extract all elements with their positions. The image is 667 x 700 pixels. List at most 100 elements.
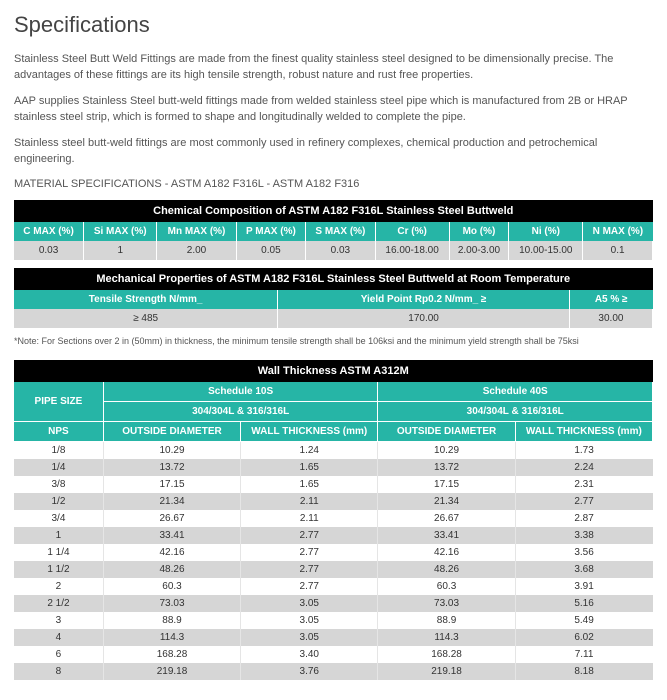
wall-cell: 8: [14, 663, 103, 680]
chem-value: 2.00-3.00: [449, 241, 509, 260]
material-spec-line: MATERIAL SPECIFICATIONS - ASTM A182 F316…: [14, 178, 653, 190]
chem-value: 0.05: [236, 241, 305, 260]
nps-label: NPS: [14, 421, 103, 441]
chem-header: P MAX (%): [236, 222, 305, 241]
wall-cell: 3: [14, 612, 103, 629]
wall-cell: 219.18: [103, 663, 240, 680]
wall-cell: 17.15: [378, 476, 515, 493]
wall-cell: 1: [14, 527, 103, 544]
wall-cell: 33.41: [103, 527, 240, 544]
mech-value: ≥ 485: [14, 309, 278, 328]
wall-cell: 88.9: [378, 612, 515, 629]
chem-header: Ni (%): [509, 222, 583, 241]
mech-table-title: Mechanical Properties of ASTM A182 F316L…: [14, 268, 653, 290]
od-label-1: OUTSIDE DIAMETER: [103, 421, 240, 441]
wall-cell: 3.05: [241, 595, 378, 612]
wall-cell: 48.26: [103, 561, 240, 578]
wall-cell: 21.34: [378, 493, 515, 510]
schedule-10s-label: Schedule 10S: [103, 382, 378, 402]
chem-header: Cr (%): [375, 222, 449, 241]
chem-table-title: Chemical Composition of ASTM A182 F316L …: [14, 200, 653, 222]
wall-cell: 1.73: [515, 441, 652, 459]
mech-header: Yield Point Rp0.2 N/mm_ ≥: [278, 290, 570, 309]
wall-cell: 168.28: [378, 646, 515, 663]
intro-paragraph-1: Stainless Steel Butt Weld Fittings are m…: [14, 52, 653, 84]
wall-cell: 219.18: [378, 663, 515, 680]
chem-header: Mo (%): [449, 222, 509, 241]
chem-table-header-row: C MAX (%) Si MAX (%) Mn MAX (%) P MAX (%…: [14, 222, 653, 241]
chem-value: 0.1: [583, 241, 653, 260]
table-row: 8219.183.76219.188.18: [14, 663, 653, 680]
table-row: 260.32.7760.33.91: [14, 578, 653, 595]
wall-cell: 13.72: [103, 459, 240, 476]
wall-cell: 2.87: [515, 510, 652, 527]
wall-cell: 1 1/4: [14, 544, 103, 561]
wall-cell: 1/4: [14, 459, 103, 476]
wall-cell: 6.02: [515, 629, 652, 646]
chem-header: Mn MAX (%): [157, 222, 236, 241]
wt-label-2: WALL THICKNESS (mm): [515, 421, 652, 441]
chem-value: 1: [84, 241, 157, 260]
mech-table-header-row: Tensile Strength N/mm_ Yield Point Rp0.2…: [14, 290, 653, 309]
wall-cell: 2.77: [241, 544, 378, 561]
table-row: 1 1/442.162.7742.163.56: [14, 544, 653, 561]
pipe-size-label: PIPE SIZE: [14, 382, 103, 422]
table-row: 3/426.672.1126.672.87: [14, 510, 653, 527]
table-row: 3/817.151.6517.152.31: [14, 476, 653, 493]
table-row: 1/413.721.6513.722.24: [14, 459, 653, 476]
table-row: 4114.33.05114.36.02: [14, 629, 653, 646]
wall-cell: 2.24: [515, 459, 652, 476]
wall-cell: 8.18: [515, 663, 652, 680]
material-label-2: 304/304L & 316/316L: [378, 401, 653, 421]
wall-cell: 21.34: [103, 493, 240, 510]
chem-value: 0.03: [14, 241, 84, 260]
wall-cell: 5.16: [515, 595, 652, 612]
wall-cell: 1.24: [241, 441, 378, 459]
table-row: 388.93.0588.95.49: [14, 612, 653, 629]
wall-cell: 73.03: [103, 595, 240, 612]
wall-cell: 3.91: [515, 578, 652, 595]
wall-table-body: 1/810.291.2410.291.731/413.721.6513.722.…: [14, 441, 653, 680]
chem-value: 10.00-15.00: [509, 241, 583, 260]
wall-cell: 6: [14, 646, 103, 663]
wall-cell: 60.3: [103, 578, 240, 595]
wall-cell: 1 1/2: [14, 561, 103, 578]
schedule-40s-label: Schedule 40S: [378, 382, 653, 402]
wall-cell: 10.29: [378, 441, 515, 459]
wall-cell: 1/8: [14, 441, 103, 459]
wall-cell: 3.68: [515, 561, 652, 578]
wall-cell: 2.77: [241, 561, 378, 578]
wall-cell: 48.26: [378, 561, 515, 578]
chemical-composition-table: Chemical Composition of ASTM A182 F316L …: [14, 200, 653, 260]
chem-value: 0.03: [306, 241, 376, 260]
wall-cell: 26.67: [378, 510, 515, 527]
wall-cell: 3/4: [14, 510, 103, 527]
od-label-2: OUTSIDE DIAMETER: [378, 421, 515, 441]
wall-cell: 2.77: [241, 578, 378, 595]
chem-header: C MAX (%): [14, 222, 84, 241]
wall-cell: 60.3: [378, 578, 515, 595]
table-row: 2 1/273.033.0573.035.16: [14, 595, 653, 612]
wall-cell: 7.11: [515, 646, 652, 663]
wall-cell: 26.67: [103, 510, 240, 527]
wall-cell: 42.16: [103, 544, 240, 561]
wall-cell: 73.03: [378, 595, 515, 612]
intro-paragraph-3: Stainless steel butt-weld fittings are m…: [14, 136, 653, 168]
wall-cell: 168.28: [103, 646, 240, 663]
wall-cell: 2: [14, 578, 103, 595]
wt-label-1: WALL THICKNESS (mm): [241, 421, 378, 441]
chem-value: 16.00-18.00: [375, 241, 449, 260]
wall-cell: 1.65: [241, 459, 378, 476]
table-row: 1/810.291.2410.291.73: [14, 441, 653, 459]
wall-cell: 5.49: [515, 612, 652, 629]
table-row: 1 1/248.262.7748.263.68: [14, 561, 653, 578]
wall-cell: 3.40: [241, 646, 378, 663]
page-title: Specifications: [14, 12, 653, 38]
wall-cell: 3.38: [515, 527, 652, 544]
wall-cell: 3/8: [14, 476, 103, 493]
wall-cell: 3.05: [241, 612, 378, 629]
wall-cell: 114.3: [378, 629, 515, 646]
mech-header: A5 % ≥: [569, 290, 652, 309]
wall-cell: 88.9: [103, 612, 240, 629]
mechanical-properties-table: Mechanical Properties of ASTM A182 F316L…: [14, 268, 653, 328]
